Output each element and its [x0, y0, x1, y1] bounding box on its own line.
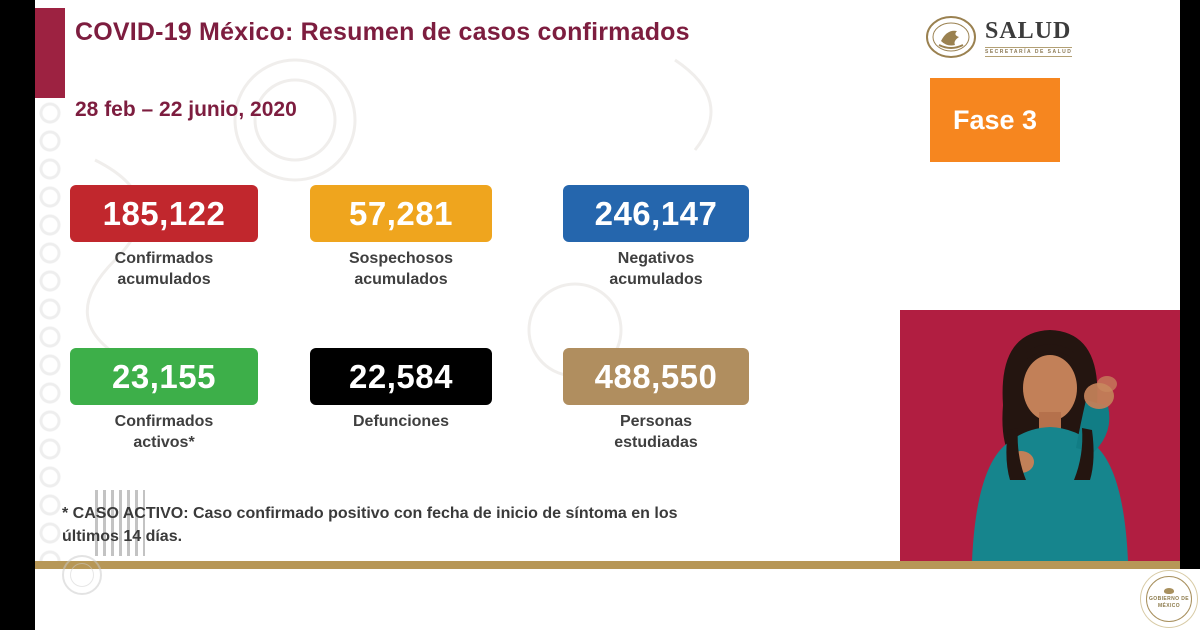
footnote-watermark-icon: [95, 490, 145, 556]
slide-canvas: COVID-19 México: Resumen de casos confir…: [35, 0, 1180, 569]
stat-value: 246,147: [594, 194, 718, 232]
stat-value: 488,550: [594, 357, 718, 395]
stat-label: Personas estudiadas: [614, 413, 698, 451]
salud-logo: SALUD SECRETARÍA DE SALUD: [925, 8, 1175, 66]
page-title: COVID-19 México: Resumen de casos confir…: [75, 18, 690, 46]
seal-eagle-icon: [1164, 588, 1174, 594]
stat-value-box: 246,147: [563, 185, 749, 242]
salud-wordmark: SALUD SECRETARÍA DE SALUD: [985, 17, 1073, 57]
stat-card-confirmados-acumulados: 185,122 Confirmados acumulados: [70, 185, 258, 291]
stat-card-sospechosos-acumulados: 57,281 Sospechosos acumulados: [310, 185, 492, 291]
stat-value: 23,155: [112, 357, 216, 395]
date-range: 28 feb – 22 junio, 2020: [75, 98, 297, 121]
watermark-left-band: [35, 98, 65, 561]
stat-label: Defunciones: [352, 413, 449, 430]
stat-value-box: 488,550: [563, 348, 749, 405]
stat-card-confirmados-activos: 23,155 Confirmados activos*: [70, 348, 258, 454]
stat-value: 185,122: [102, 194, 226, 232]
stat-card-defunciones: 22,584 Defunciones: [310, 348, 492, 433]
stat-value-box: 23,155: [70, 348, 258, 405]
footnote: * CASO ACTIVO: Caso confirmado positivo …: [62, 505, 678, 546]
stat-card-negativos-acumulados: 246,147 Negativos acumulados: [563, 185, 749, 291]
salud-subtitle: SECRETARÍA DE SALUD: [985, 46, 1073, 57]
interpreter-illustration: [972, 330, 1128, 561]
stat-value-box: 22,584: [310, 348, 492, 405]
phase-badge: Fase 3: [930, 78, 1060, 162]
seal-text: GOBIERNO DE MÉXICO: [1149, 596, 1189, 609]
faint-seal-icon: [62, 555, 102, 595]
salud-eagle-icon: [926, 16, 976, 58]
stat-label: Confirmados acumulados: [114, 250, 214, 288]
salud-name: SALUD: [985, 17, 1072, 44]
bottom-strip: [35, 569, 1200, 630]
stat-card-personas-estudiadas: 488,550 Personas estudiadas: [563, 348, 749, 454]
stat-value-box: 185,122: [70, 185, 258, 242]
stat-value-box: 57,281: [310, 185, 492, 242]
stat-value: 22,584: [349, 357, 453, 395]
stat-label: Sospechosos acumulados: [348, 250, 454, 288]
sign-language-interpreter-video: [900, 310, 1180, 561]
gold-divider: [35, 561, 1180, 569]
government-seal-inner: GOBIERNO DE MÉXICO: [1146, 576, 1192, 622]
accent-bar: [35, 8, 65, 98]
stat-value: 57,281: [349, 194, 453, 232]
stat-label: Confirmados activos*: [114, 413, 214, 451]
stat-label: Negativos acumulados: [609, 250, 703, 288]
government-seal-icon: GOBIERNO DE MÉXICO: [1140, 570, 1198, 628]
